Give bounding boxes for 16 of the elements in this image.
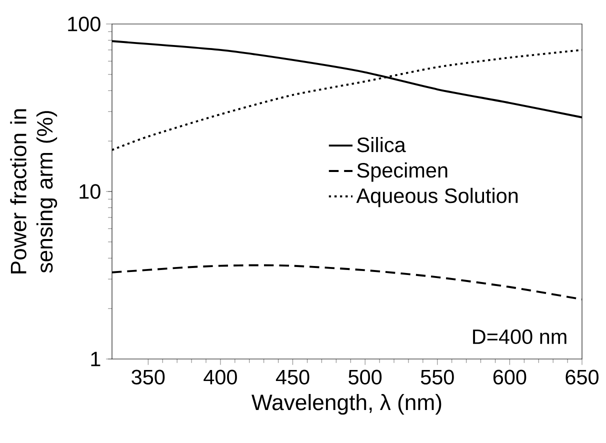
x-tick-label: 450	[276, 370, 310, 384]
annotation: D=400 nm	[473, 329, 566, 344]
x-tick-label: 650	[566, 370, 598, 384]
y-axis-title: Power fraction in sensing arm (%)	[10, 109, 58, 274]
y-tick-label: 100	[68, 16, 100, 32]
legend-label: Silica	[357, 137, 406, 152]
x-tick-label: 400	[204, 370, 237, 384]
y-tick-label: 1	[91, 352, 100, 366]
x-axis-title: Wavelength, λ (nm)	[252, 394, 442, 415]
x-tick-label: 600	[493, 370, 526, 384]
x-tick-label: 350	[132, 370, 165, 384]
x-tick-label: 500	[348, 370, 382, 384]
x-tick-label: 550	[420, 370, 454, 384]
legend-label: Aqueous Solution	[356, 188, 518, 208]
y-tick-label: 10	[80, 184, 100, 199]
legend-label: Specimen	[357, 162, 448, 182]
